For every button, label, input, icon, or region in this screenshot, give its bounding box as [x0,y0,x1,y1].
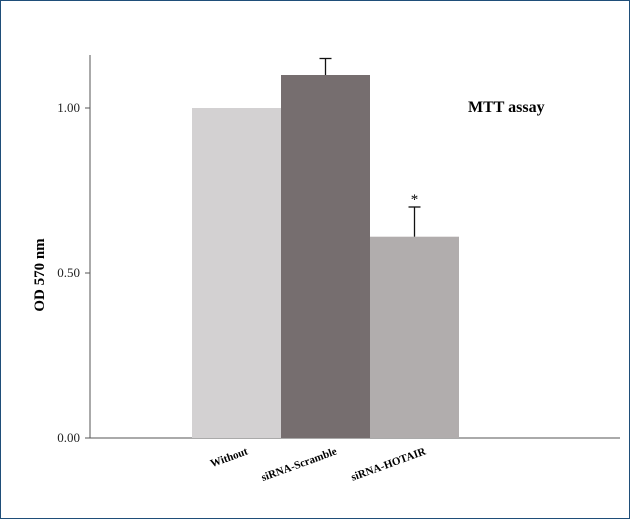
bar-without [192,108,281,438]
y-ticks: 0.00 0.50 1.00 [57,100,90,445]
y-tick-label: 0.00 [57,430,80,445]
chart-title: MTT assay [468,99,545,116]
x-category-label: Without [209,445,250,470]
y-axis-label: OD 570 nm [32,238,48,312]
significance-marker: * [411,192,419,208]
x-category-label: siRNA-HOTAIR [350,445,429,484]
error-bars: * [319,57,421,237]
bar-sirna-hotair [370,236,459,438]
bar-sirna-scramble [281,75,370,438]
x-category-labels: Without siRNA-Scramble siRNA-HOTAIR [209,445,429,484]
y-tick-label: 0.50 [57,265,80,280]
y-tick-label: 1.00 [57,100,80,115]
x-category-label: siRNA-Scramble [260,446,339,484]
bars [192,75,459,438]
